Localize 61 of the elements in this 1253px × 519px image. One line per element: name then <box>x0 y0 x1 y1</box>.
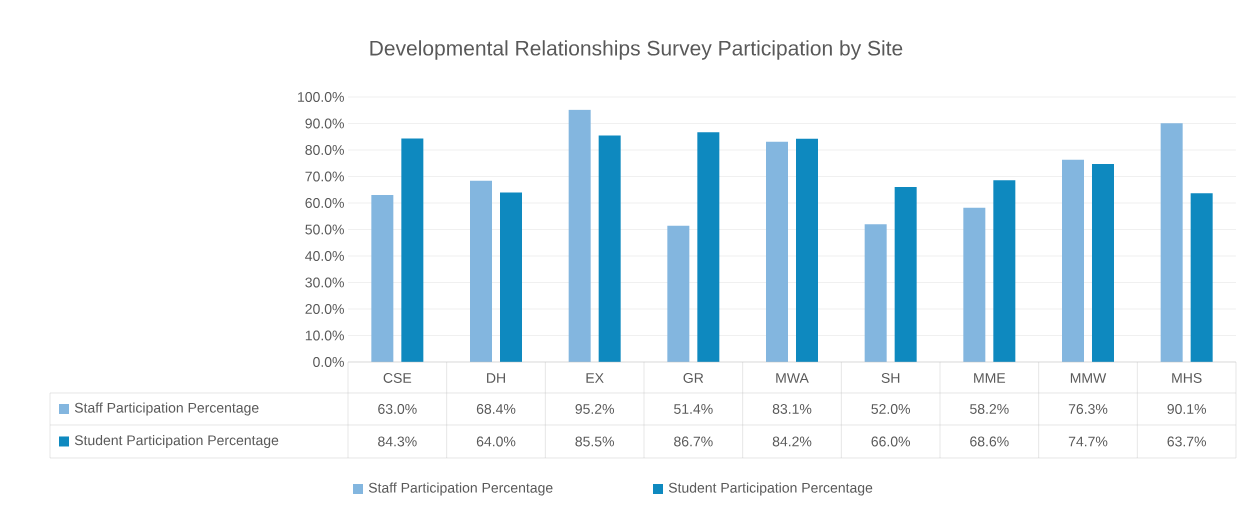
x-tick-label: CSE <box>383 373 412 383</box>
legend-label: Staff Participation Percentage <box>74 402 259 416</box>
x-tick-label: GR <box>683 373 704 383</box>
data-label: 51.4% <box>674 404 713 414</box>
text: Staff Participation Percentage <box>368 482 553 496</box>
bar <box>598 135 621 362</box>
bar <box>1160 123 1183 362</box>
data-label: 63.7% <box>1167 436 1207 447</box>
x-tick-label: MME <box>974 373 1006 383</box>
bar <box>697 132 720 362</box>
bar <box>993 180 1016 362</box>
x-tick-label: DH <box>487 373 505 383</box>
bar <box>1062 159 1084 362</box>
y-tick-label: 30.0% <box>305 277 344 288</box>
data-label: 68.6% <box>970 436 1009 447</box>
data-label: 90.1% <box>1167 404 1207 414</box>
x-tick-label: SH <box>881 373 900 383</box>
data-label: 84.3% <box>378 436 417 447</box>
data-label: 63.0% <box>378 404 417 414</box>
x-tick-label: MMW <box>1070 373 1107 383</box>
bar <box>667 225 690 362</box>
data-label: 83.1% <box>772 404 812 414</box>
data-label: 66.0% <box>871 436 911 447</box>
data-label: 95.2% <box>575 404 615 414</box>
bar <box>1092 164 1114 362</box>
data-label: 68.4% <box>476 404 516 414</box>
data-label: 85.5% <box>575 436 615 447</box>
data-label: 84.2% <box>772 436 812 447</box>
x-tick-label: EX <box>586 373 604 383</box>
data-label: 74.7% <box>1068 436 1108 447</box>
bar <box>470 180 493 362</box>
bar <box>500 192 523 362</box>
y-tick-label: 60.0% <box>305 198 344 208</box>
bar <box>401 138 424 362</box>
bar <box>864 224 887 362</box>
data-label: 76.3% <box>1068 404 1108 414</box>
data-label: 58.2% <box>970 404 1009 414</box>
data-label: 64.0% <box>476 436 516 447</box>
bar <box>568 109 591 362</box>
x-tick-label: MWA <box>776 373 809 383</box>
bar <box>766 141 788 362</box>
y-tick-label: 10.0% <box>305 330 344 341</box>
data-label: 52.0% <box>871 404 911 414</box>
chart-title: Developmental Relationships Survey Participation by Site <box>370 40 903 60</box>
y-tick-label: 100.0% <box>298 92 344 102</box>
bar <box>894 187 917 362</box>
bar <box>796 138 818 362</box>
y-tick-label: 70.0% <box>305 171 344 182</box>
legend-label: Student Participation Percentage <box>668 482 873 496</box>
y-tick-label: 20.0% <box>305 304 344 314</box>
y-tick-label: 40.0% <box>305 251 344 261</box>
y-tick-label: 50.0% <box>305 224 344 235</box>
data-label: 86.7% <box>674 436 713 447</box>
y-tick-label: 80.0% <box>305 145 344 155</box>
bar <box>963 207 986 362</box>
text: Student Participation Percentage <box>74 434 279 449</box>
y-tick-label: 90.0% <box>305 118 344 129</box>
y-tick-label: 0.0% <box>313 357 344 367</box>
bar <box>371 195 394 362</box>
bar <box>1190 193 1213 362</box>
x-tick-label: MHS <box>1172 373 1202 383</box>
